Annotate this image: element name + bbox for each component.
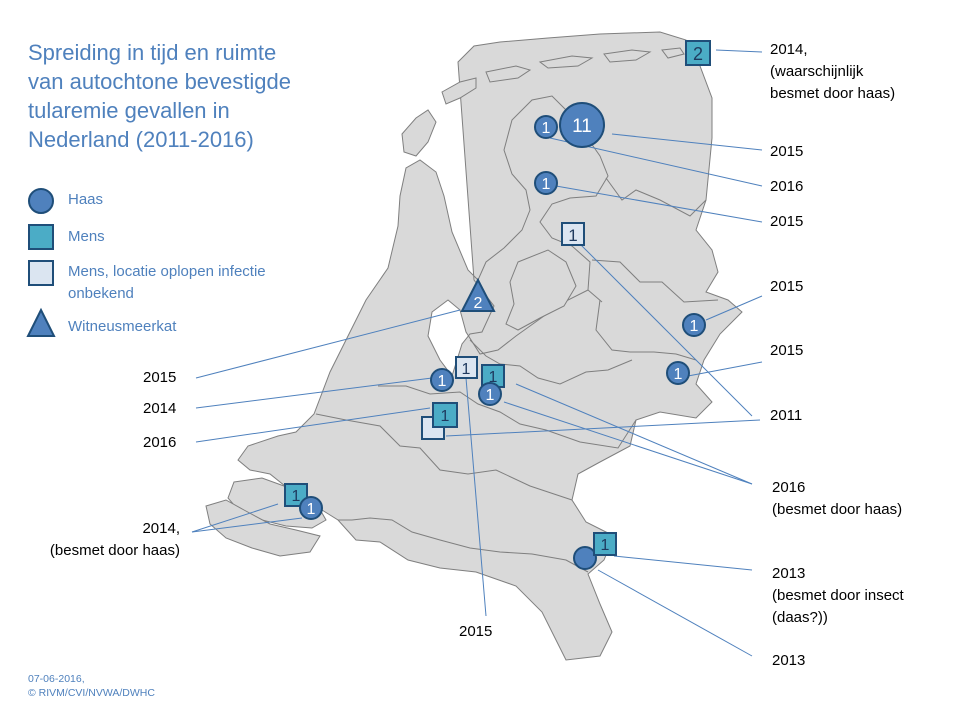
title-line: Nederland (2011-2016)	[28, 127, 254, 152]
label-2013-limburg-3: (daas?))	[772, 609, 828, 626]
label-2016-friesland: 2016	[770, 178, 804, 195]
marker-count: 1	[438, 373, 447, 390]
marker-count: 1	[568, 226, 577, 245]
marker-count: 1	[307, 501, 316, 518]
marker-count: 1	[462, 361, 471, 378]
marker-count: 11	[572, 116, 592, 137]
label-2015-bottom: 2015	[459, 623, 493, 640]
label-2016-utrecht-1: 2016	[772, 479, 806, 496]
marker-count: 1	[542, 176, 551, 193]
marker-count: 1	[542, 120, 551, 137]
marker-mens-zuidholland: 1	[421, 402, 458, 440]
label-2015-friesland: 2015	[770, 143, 804, 160]
label-2014-groningen-1: 2014,	[770, 41, 808, 58]
footer-date: 07-06-2016,	[28, 673, 85, 685]
label-2014-groningen-2: (waarschijnlijk	[770, 63, 864, 80]
label-2015-overijssel-south: 2015	[770, 342, 804, 359]
legend-mens-unknown-symbol	[28, 260, 54, 286]
title-line: Spreiding in tijd en ruimte	[28, 40, 277, 65]
netherlands-map	[205, 31, 743, 661]
legend-meerkat-symbol	[26, 307, 56, 337]
title-line: van autochtone bevestigde	[28, 69, 291, 94]
legend-symbols	[26, 188, 56, 337]
pointer-lines	[191, 49, 763, 657]
legend-mens-symbol	[28, 224, 54, 250]
marker-mens-zeeland: 1	[284, 483, 308, 507]
marker-count: 1	[690, 318, 699, 335]
legend-mens-label: Mens	[68, 228, 105, 245]
markers: 2 11 1 1 1 1 1 2	[284, 40, 711, 570]
label-2014-groningen-3: besmet door haas)	[770, 85, 896, 102]
label-2015-overijssel-north: 2015	[770, 278, 804, 295]
label-2013-limburg-2: (besmet door insect	[772, 587, 904, 604]
legend-meerkat-label: Witneusmeerkat	[68, 318, 177, 335]
marker-unknown-utrecht: 1	[455, 356, 478, 379]
marker-haas-zeeland: 1	[299, 496, 323, 520]
marker-unknown-drenthe: 1	[561, 222, 585, 246]
marker-count: 1	[292, 488, 301, 505]
marker-haas-overijssel-south: 1	[666, 361, 690, 385]
province-borders	[315, 177, 719, 573]
legend-haas-label: Haas	[68, 191, 104, 208]
marker-haas-utrecht-west: 1	[430, 368, 454, 392]
marker-count: 2	[693, 44, 703, 64]
legend-mens-unknown-label-2: onbekend	[68, 285, 134, 302]
marker-haas-overijssel-north: 1	[682, 313, 706, 337]
marker-mens-groningen: 2	[685, 40, 711, 66]
label-2014-zeeland-1: 2014,	[142, 520, 180, 537]
label-2014-left: 2014	[143, 400, 177, 417]
label-2016-left: 2016	[143, 434, 177, 451]
map-title: Spreiding in tijd en ruimte van autochto…	[28, 38, 358, 154]
marker-limburg: 1	[573, 532, 617, 570]
marker-count: 1	[674, 366, 683, 383]
label-2011: 2011	[770, 407, 803, 424]
label-2015-friesland-south: 2015	[770, 213, 804, 230]
label-2013-limburg-south: 2013	[772, 652, 806, 669]
marker-haas-friesland-small: 1	[534, 115, 558, 139]
marker-haas-friesland-south: 1	[534, 171, 558, 195]
legend-mens-unknown-label-1: Mens, locatie oplopen infectie	[68, 263, 266, 280]
label-2016-utrecht-2: (besmet door haas)	[772, 501, 903, 518]
footer-credit: © RIVM/CVI/NVWA/DWHC	[28, 687, 155, 699]
title-line: tularemie gevallen in	[28, 98, 230, 123]
label-2014-zeeland-2: (besmet door haas)	[49, 542, 180, 559]
marker-count: 1	[601, 537, 610, 554]
marker-count: 1	[441, 408, 450, 425]
label-2015-left: 2015	[143, 369, 177, 386]
marker-haas-friesland-large: 11	[559, 102, 605, 148]
marker-haas-utrecht-east: 1	[478, 382, 502, 406]
footer-note: 07-06-2016, © RIVM/CVI/NVWA/DWHC	[28, 672, 155, 700]
marker-count: 2	[474, 295, 483, 312]
marker-count: 1	[486, 387, 495, 404]
label-2013-limburg-1: 2013	[772, 565, 806, 582]
marker-witneusmeerkat: 2	[460, 277, 496, 312]
legend-haas-symbol	[28, 188, 54, 214]
marker-count: 1	[489, 369, 498, 386]
